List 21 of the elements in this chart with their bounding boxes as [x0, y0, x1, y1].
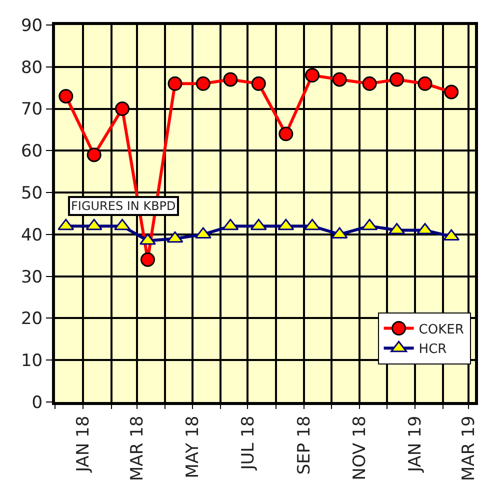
y-tick-label: 10 [20, 351, 43, 372]
y-tick-label: 0 [32, 392, 43, 413]
y-tick-label: 20 [20, 309, 43, 330]
x-tick-label: JAN 19 [406, 416, 426, 473]
y-tick-label: 60 [20, 142, 43, 162]
y-tick-label: 80 [20, 58, 43, 78]
y-tick-label: 90 [20, 16, 43, 36]
y-tick-label: 30 [20, 267, 43, 288]
x-tick-label: MAR 18 [127, 416, 148, 481]
y-tick-label: 40 [20, 225, 43, 246]
y-tick-label: 50 [20, 184, 43, 204]
legend-label: COKER [418, 322, 464, 338]
x-tick-label: SEP 18 [294, 416, 315, 475]
x-tick-label: JUL 18 [238, 416, 258, 471]
y-tick-label: 70 [20, 100, 43, 120]
legend-label: HCR [418, 342, 447, 358]
x-tick-label: NOV 18 [350, 416, 370, 480]
x-tick-label: JAN 18 [74, 416, 94, 473]
x-tick-label: MAR 19 [459, 416, 480, 481]
x-tick-label: MAY 18 [182, 416, 203, 478]
annotation: FIGURES IN KBPD [71, 199, 176, 213]
